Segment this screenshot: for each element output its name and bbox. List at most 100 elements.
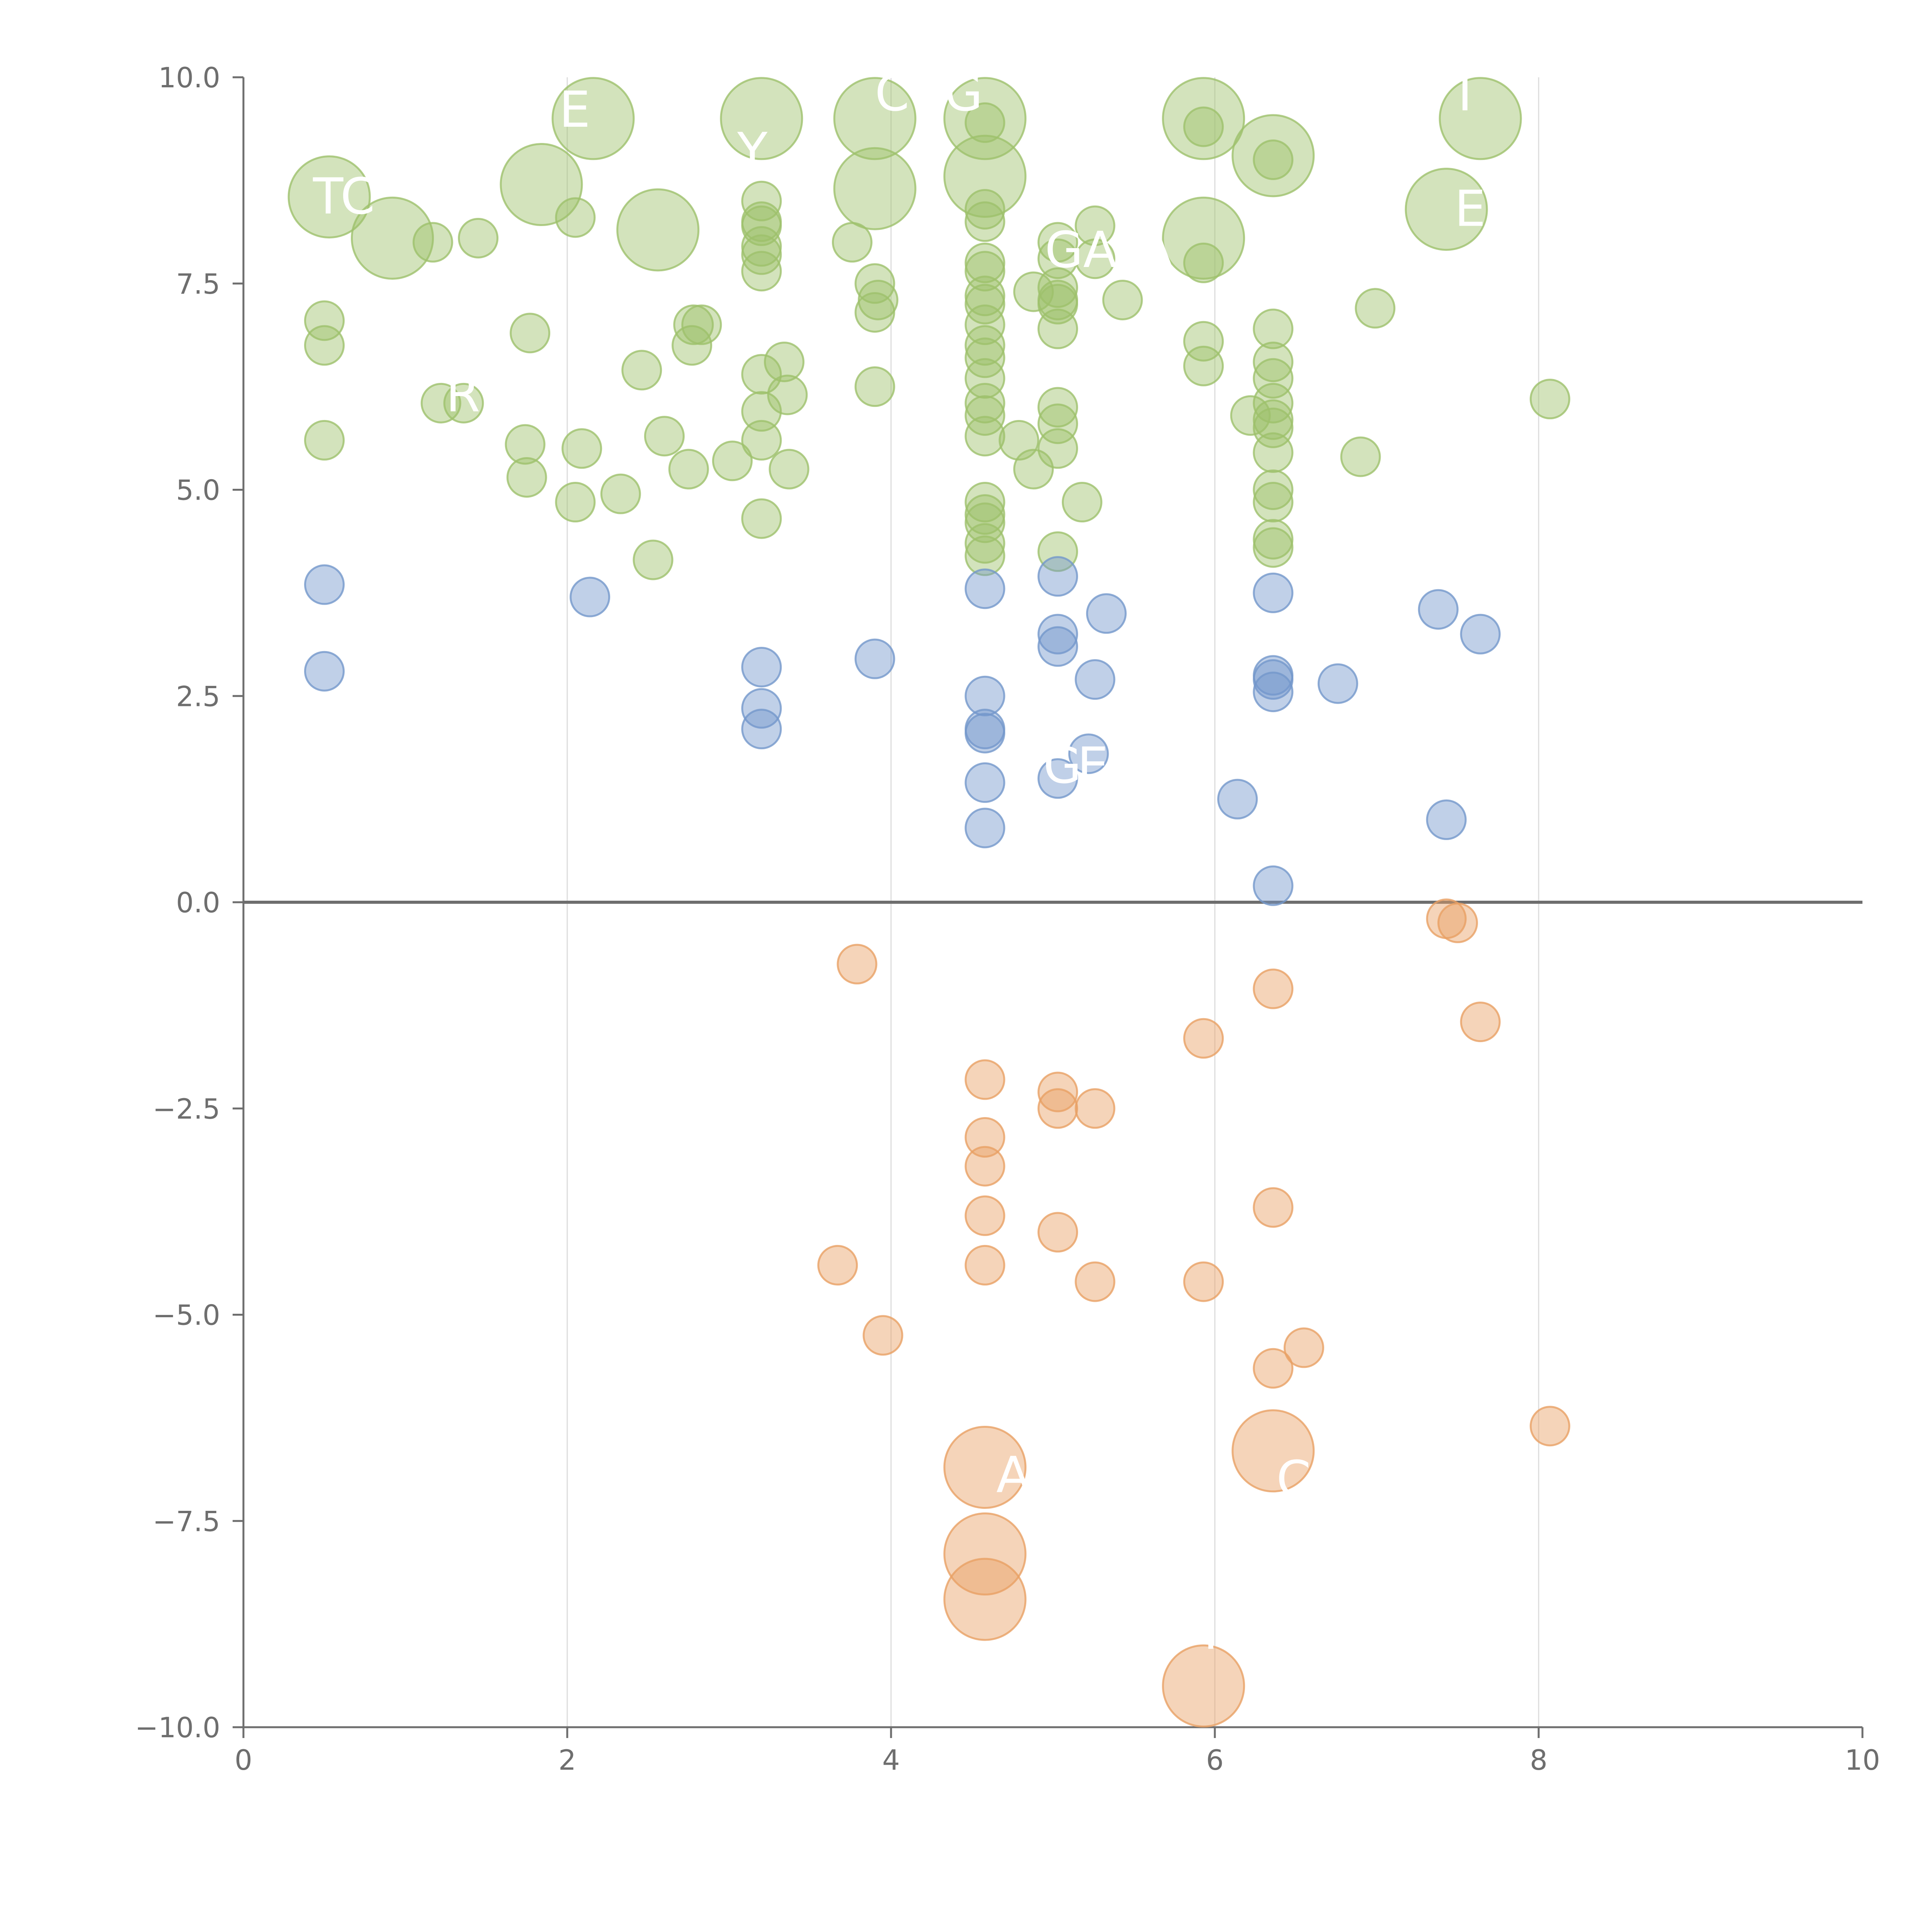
orange-point	[1437, 902, 1478, 943]
green-point	[621, 350, 662, 391]
orange-point	[1183, 1018, 1224, 1059]
green-point	[1183, 321, 1224, 362]
orange-point	[1075, 1088, 1116, 1129]
green-point	[964, 337, 1005, 378]
green-point	[1231, 114, 1315, 197]
green-point	[1253, 482, 1294, 523]
green-point	[1102, 279, 1143, 320]
green-point	[741, 498, 782, 539]
point-annotation: G	[1043, 737, 1082, 794]
blue-point	[964, 675, 1005, 716]
point-annotation: C	[875, 65, 909, 122]
blue-point	[570, 577, 611, 617]
x-tick-label: 2	[558, 1744, 576, 1776]
green-point	[1253, 527, 1294, 568]
blue-point	[1037, 758, 1078, 799]
green-point	[1529, 379, 1570, 420]
green-point	[964, 304, 1005, 345]
green-point	[1037, 308, 1078, 349]
orange-point	[1037, 1212, 1078, 1253]
green-point	[412, 222, 453, 263]
orange-point	[837, 944, 878, 985]
x-tick-label: 0	[235, 1744, 252, 1776]
green-point	[964, 502, 1005, 543]
green-point	[767, 374, 808, 415]
orange-point	[1460, 1002, 1501, 1043]
blue-point	[964, 568, 1005, 609]
green-point	[769, 449, 810, 490]
blue-point	[1418, 589, 1459, 630]
green-point	[720, 77, 803, 160]
blue-point	[1253, 572, 1294, 613]
green-point	[287, 155, 371, 239]
orange-point	[943, 1512, 1027, 1596]
orange-point	[1283, 1327, 1324, 1368]
green-point	[964, 251, 1005, 292]
green-point	[1183, 242, 1224, 283]
point-annotation: Y	[737, 122, 768, 180]
green-point	[1439, 77, 1522, 160]
green-point	[964, 383, 1005, 423]
green-point	[857, 279, 898, 320]
green-point	[964, 284, 1005, 325]
blue-point	[964, 713, 1005, 753]
green-point	[350, 196, 434, 280]
blue-point	[741, 647, 782, 688]
green-point	[304, 325, 345, 366]
blue-point	[1253, 672, 1294, 713]
green-point	[964, 102, 1005, 143]
green-point	[1253, 308, 1294, 349]
green-point	[1075, 205, 1116, 246]
orange-point	[964, 1195, 1005, 1236]
orange-point	[1231, 1409, 1315, 1493]
blue-point	[304, 564, 345, 605]
green-point	[1013, 449, 1054, 490]
orange-point	[964, 1245, 1005, 1286]
orange-point	[943, 1558, 1027, 1641]
y-tick-label: −10.0	[135, 1711, 220, 1744]
green-point	[420, 383, 461, 423]
blue-point	[1253, 865, 1294, 906]
green-point	[741, 420, 782, 461]
point-annotation: TC	[313, 168, 375, 225]
blue-point	[741, 709, 782, 750]
blue-point	[964, 808, 1005, 849]
green-point	[854, 292, 895, 333]
orange-point	[1253, 1187, 1294, 1228]
point-annotation: C	[1276, 1451, 1311, 1508]
orange-point	[1162, 1644, 1245, 1728]
green-point	[712, 440, 753, 481]
green-point	[304, 300, 345, 341]
y-tick-label: 0.0	[176, 886, 220, 919]
green-point	[1253, 432, 1294, 473]
orange-point	[964, 1117, 1005, 1158]
green-point	[741, 234, 782, 275]
green-point	[551, 77, 635, 160]
point-annotation: E	[1454, 180, 1486, 238]
green-point	[833, 147, 917, 230]
green-point	[510, 313, 551, 354]
green-point	[681, 304, 722, 345]
green-point	[943, 77, 1027, 160]
point-annotation: A	[996, 1447, 1030, 1504]
axes: 0 2 4 6 8 10 −10.0 −7.5 −5.0 −2.5 0.0 2.5 5.0 7.5 10.0	[135, 61, 1880, 1776]
green-point	[1253, 519, 1294, 560]
x-tick-label: 4	[882, 1744, 900, 1776]
green-point	[505, 424, 546, 465]
green-point	[443, 383, 484, 423]
green-point	[1355, 288, 1396, 329]
green-point	[964, 494, 1005, 535]
green-point	[964, 395, 1005, 436]
green-point	[943, 134, 1027, 218]
blue-point	[741, 688, 782, 729]
y-tick-label: 2.5	[176, 680, 220, 713]
blue-point	[1460, 614, 1501, 655]
point-annotation: E	[1077, 737, 1109, 794]
green-point	[1061, 482, 1102, 523]
green-point	[741, 391, 782, 432]
blue-point	[854, 638, 895, 679]
point-annotation: I	[1204, 1603, 1218, 1661]
green-point	[561, 428, 602, 469]
green-point	[1253, 358, 1294, 399]
